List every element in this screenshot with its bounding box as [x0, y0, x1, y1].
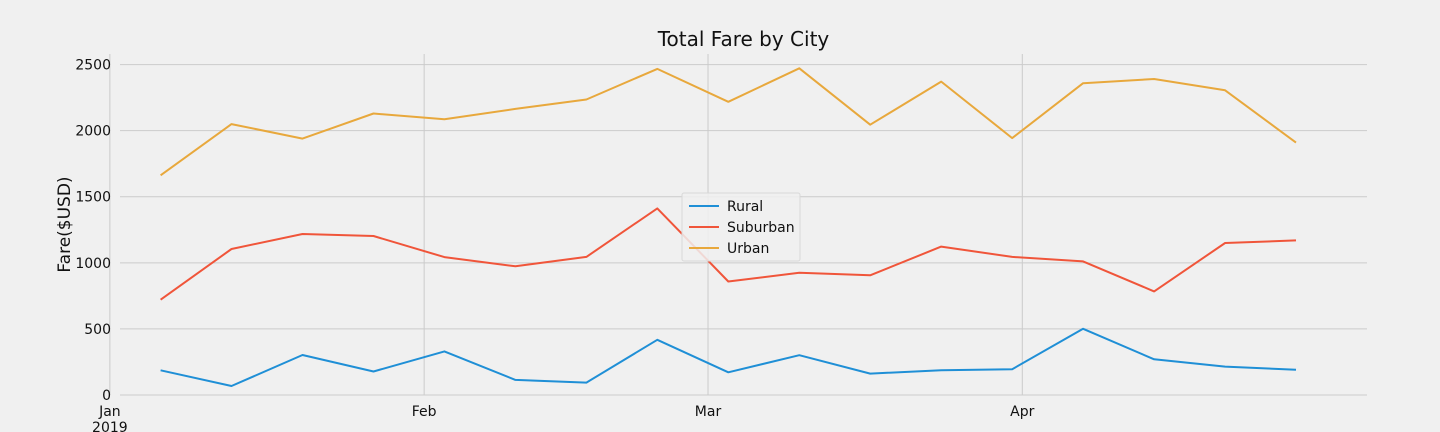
x-tick-label: Mar — [695, 404, 722, 420]
y-tick-label: 1000 — [75, 256, 111, 272]
series-line-urban — [160, 67, 1297, 177]
legend-label-suburban: Suburban — [727, 220, 795, 236]
y-tick-label: 0 — [102, 388, 111, 404]
chart-title: Total Fare by City — [657, 27, 830, 51]
x-tick-label: Feb — [412, 404, 437, 420]
y-tick-label: 1500 — [75, 190, 111, 206]
series-lines — [160, 67, 1297, 387]
y-tick-label: 2000 — [75, 124, 111, 140]
legend-label-rural: Rural — [727, 199, 763, 215]
legend: Rural Suburban Urban — [681, 192, 801, 262]
legend-label-urban: Urban — [727, 241, 769, 257]
series-line-rural — [160, 327, 1297, 387]
series-line-suburban — [160, 207, 1297, 301]
y-tick-label: 500 — [84, 322, 111, 338]
x-tick-label: Jan — [98, 404, 121, 420]
y-axis-label: Fare($USD) — [55, 176, 75, 272]
y-tick-label: 2500 — [75, 58, 111, 74]
x-tick-label: Apr — [1010, 404, 1034, 420]
legend-box — [681, 192, 801, 262]
x-tick-sublabel: 2019 — [92, 420, 128, 432]
